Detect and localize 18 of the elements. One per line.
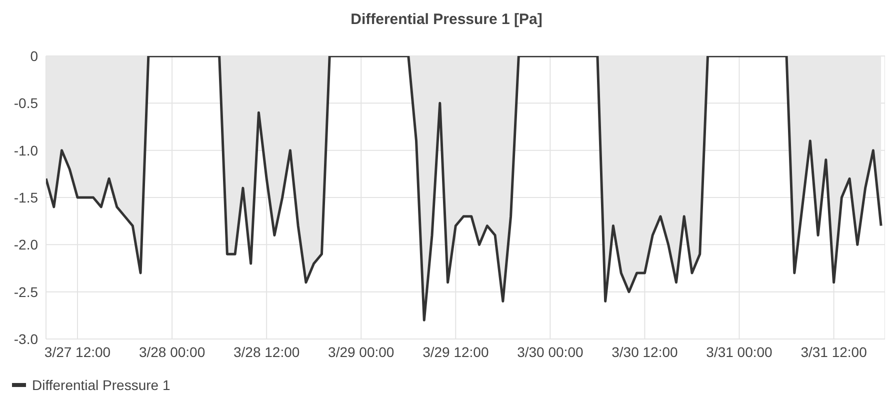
y-tick-label: -3.0 bbox=[14, 330, 38, 347]
legend-label: Differential Pressure 1 bbox=[32, 377, 170, 393]
x-tick-label: 3/28 00:00 bbox=[138, 344, 206, 360]
y-tick-label: 0 bbox=[30, 48, 38, 64]
y-tick-label: -1.5 bbox=[14, 189, 38, 206]
x-tick-label: 3/31 12:00 bbox=[800, 344, 868, 360]
x-tick-label: 3/29 12:00 bbox=[422, 344, 489, 360]
chart-title: Differential Pressure 1 [Pa] bbox=[350, 10, 544, 30]
x-tick-label: 3/30 12:00 bbox=[612, 344, 678, 360]
x-tick-label: 3/30 00:00 bbox=[517, 344, 584, 360]
y-tick-label: -0.5 bbox=[14, 95, 38, 112]
y-tick-label: -1.0 bbox=[14, 142, 38, 158]
x-tick-label: 3/28 12:00 bbox=[233, 344, 300, 360]
x-tick-label: 3/31 00:00 bbox=[706, 344, 773, 360]
y-tick-label: -2.0 bbox=[14, 236, 38, 253]
x-tick-label: 3/29 00:00 bbox=[328, 344, 394, 360]
y-tick-label: -2.5 bbox=[14, 284, 38, 300]
x-tick-label: 3/27 12:00 bbox=[44, 344, 111, 360]
